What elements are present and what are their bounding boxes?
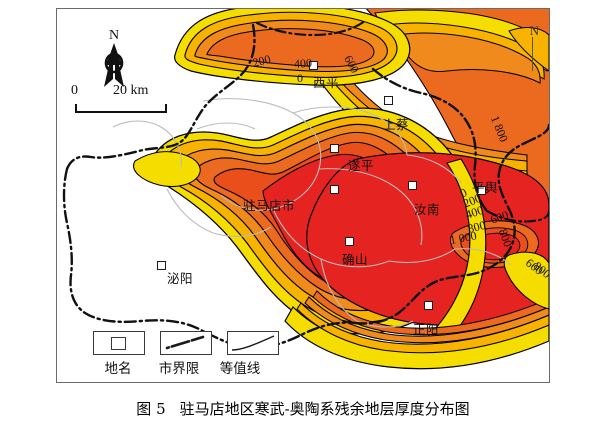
edge-north-label: N xyxy=(529,23,539,38)
place-marker xyxy=(330,144,339,153)
edge-north-tick xyxy=(531,37,533,71)
place-marker xyxy=(309,61,318,70)
contour-value-label: 400 xyxy=(293,55,313,71)
compass-rose: N xyxy=(87,28,147,89)
place-marker xyxy=(477,186,486,195)
contour-band-east-pocket xyxy=(503,251,549,310)
contour-band-south-400 xyxy=(304,296,549,344)
place-marker xyxy=(157,261,166,270)
place-marker xyxy=(345,237,354,246)
place-label: 西平 xyxy=(313,75,340,90)
legend-city-boundary-symbol xyxy=(160,331,212,355)
figure-caption: 图 5 驻马店地区寒武-奥陶系残余地层厚度分布图 xyxy=(0,398,606,419)
scale-bar: 0 20 km xyxy=(69,83,189,117)
place-marker xyxy=(408,181,417,190)
contour-band-west-neck xyxy=(133,151,201,188)
figure-title: 驻马店地区寒武-奥陶系残余地层厚度分布图 xyxy=(179,400,470,418)
legend-label-city-boundary-symbol: 市界限 xyxy=(158,361,200,377)
map-legend: 地名 市界限 等值线 xyxy=(92,331,283,382)
contour-value-label: 0 xyxy=(297,71,303,85)
scale-start-label: 0 xyxy=(71,83,78,98)
place-marker xyxy=(330,185,339,194)
place-square-icon xyxy=(111,337,126,350)
map-frame: N 0 20 km N 西平上蔡遂平平舆驻马店市汝南确山泌阳新蔡正阳 20040… xyxy=(56,8,550,383)
county-boundary-lines xyxy=(112,98,512,328)
place-label: 遂平 xyxy=(348,158,375,173)
place-label: 驻马店市 xyxy=(243,198,296,213)
place-label: 平舆 xyxy=(472,180,499,195)
dash-dot-line-icon xyxy=(165,335,205,350)
city-boundary-ne xyxy=(255,19,549,223)
place-label: 汝南 xyxy=(414,202,441,217)
place-marker xyxy=(424,301,433,310)
place-label: 正阳 xyxy=(413,322,440,337)
legend-label-contour-line-symbol: 等值线 xyxy=(219,361,261,377)
contour-band-ne-corner xyxy=(508,27,549,72)
legend-place-name-symbol xyxy=(93,331,145,355)
legend-label-row: 地名 市界限 等值线 xyxy=(92,357,266,377)
city-boundary xyxy=(62,23,549,349)
compass-north-label: N xyxy=(109,28,120,43)
thickness-contour-map xyxy=(57,9,549,382)
place-label: 上蔡 xyxy=(383,117,410,132)
compass-needle-icon xyxy=(104,43,124,87)
place-marker xyxy=(549,249,550,258)
scale-bar-line xyxy=(75,104,167,113)
place-marker xyxy=(384,96,393,105)
contour-band-south-200 xyxy=(296,302,549,354)
place-label: 泌阳 xyxy=(167,271,194,286)
legend-label-place-name-symbol: 地名 xyxy=(104,361,132,377)
contour-value-label: 1 200 xyxy=(549,231,550,246)
contour-line-icon xyxy=(231,335,275,351)
legend-contour-line-symbol xyxy=(227,331,279,355)
scale-end-label: 20 km xyxy=(113,83,149,98)
contour-band-ne-orange2 xyxy=(396,32,541,84)
figure-number: 图 5 xyxy=(136,400,166,418)
legend-symbol-row xyxy=(93,331,279,355)
place-label: 确山 xyxy=(342,252,369,267)
